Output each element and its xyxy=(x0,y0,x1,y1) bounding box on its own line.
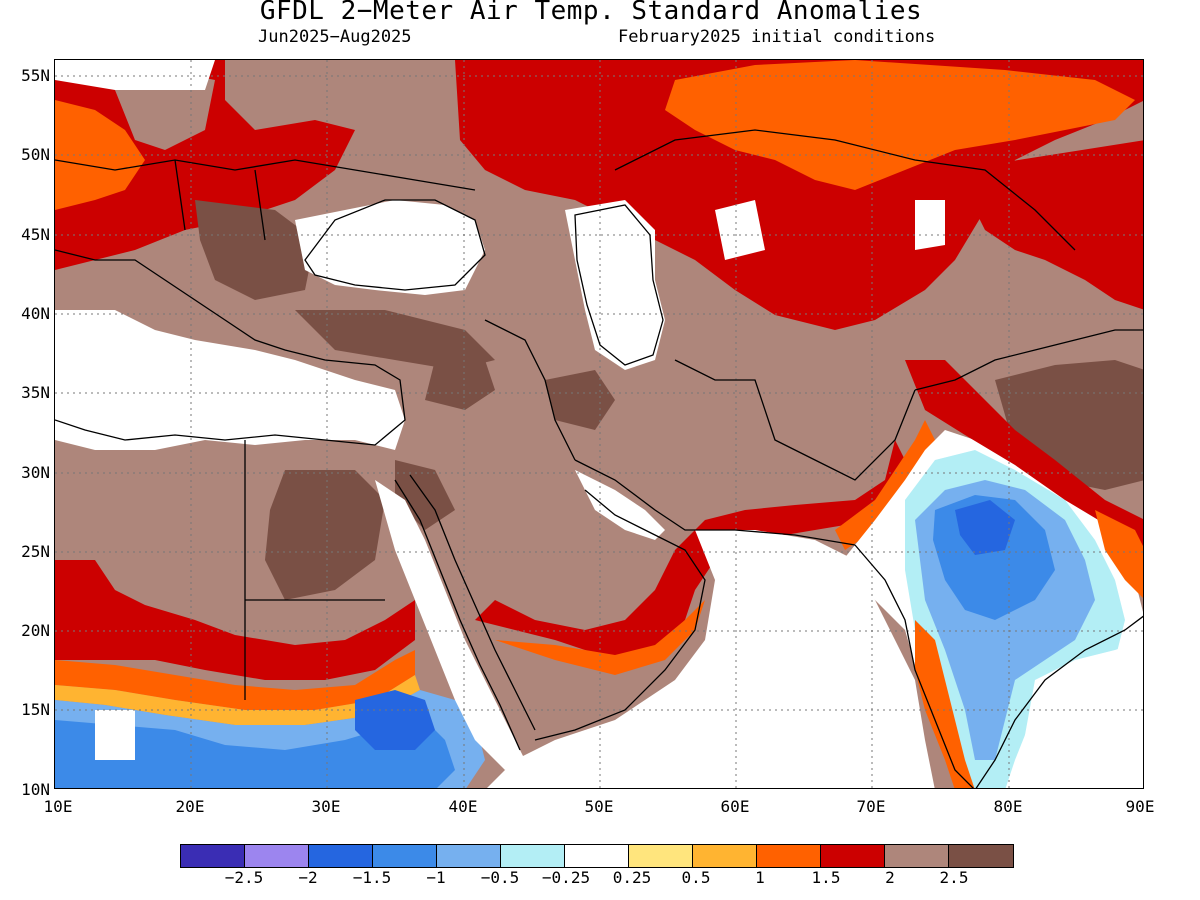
legend-swatch-10 xyxy=(757,845,821,867)
gridlines xyxy=(55,60,1143,788)
orange-anomaly-kazakhstan xyxy=(665,60,1135,190)
red-sea-mask xyxy=(375,480,525,770)
white-patch-aral xyxy=(715,200,765,260)
legend-label-11: 2 xyxy=(885,868,895,887)
orange-anomaly-arabia xyxy=(495,600,705,675)
legend-label-5: −0.5 xyxy=(480,868,520,887)
coastlines xyxy=(55,129,1143,788)
black-sea-mask xyxy=(295,200,485,295)
legend-label-12: 2.5 xyxy=(939,868,969,887)
map-canvas xyxy=(55,60,1143,788)
red-anomaly-arabia xyxy=(475,440,905,660)
arabian-sea-mask xyxy=(487,530,935,788)
lon-label-20: 20E xyxy=(175,797,205,816)
anomaly-map xyxy=(54,59,1144,789)
lat-label-20: 20N xyxy=(21,621,50,640)
orange-anomaly-india-west xyxy=(835,420,935,550)
legend-label-4: −1 xyxy=(426,868,446,887)
red-anomaly-sahel xyxy=(55,560,415,680)
border-africa-1 xyxy=(244,440,385,700)
legend-label-10: 1.5 xyxy=(811,868,841,887)
color-legend xyxy=(180,844,1014,868)
legend-swatch-6 xyxy=(501,845,565,867)
legend-swatch-7 xyxy=(565,845,629,867)
legend-swatch-1 xyxy=(181,845,245,867)
border-kazakhstan xyxy=(614,129,1076,251)
forecast-period: Jun2025−Aug2025 xyxy=(258,27,412,47)
dark-brown-balkans xyxy=(195,200,315,300)
legend-swatch-3 xyxy=(309,845,373,867)
dark-brown-iraq xyxy=(425,360,495,410)
initial-conditions: February2025 initial conditions xyxy=(618,27,936,47)
lon-label-90: 90E xyxy=(1125,797,1155,816)
lat-label-15: 15N xyxy=(21,700,50,719)
border-asia-1 xyxy=(484,319,916,481)
lon-label-70: 70E xyxy=(856,797,886,816)
border-china xyxy=(914,329,1143,391)
lon-label-60: 60E xyxy=(720,797,750,816)
lat-label-40: 40N xyxy=(21,304,50,323)
persian-gulf-mask xyxy=(575,470,665,540)
blue-core-africa xyxy=(55,720,455,788)
lat-label-30: 30N xyxy=(21,463,50,482)
mediterranean-sea-mask xyxy=(55,310,405,450)
lon-label-40: 40E xyxy=(448,797,478,816)
orange-anomaly-india-west-coast xyxy=(915,620,975,788)
dark-brown-egypt xyxy=(265,470,385,600)
lat-label-45: 45N xyxy=(21,225,50,244)
coastline-red-sea xyxy=(394,474,536,751)
red-anomaly-himalaya xyxy=(905,360,1143,558)
lat-label-50: 50N xyxy=(21,145,50,164)
coastline-arabia xyxy=(534,489,706,741)
map-title: GFDL 2−Meter Air Temp. Standard Anomalie… xyxy=(259,0,923,26)
legend-swatch-12 xyxy=(885,845,949,867)
coastline-india xyxy=(854,544,1143,788)
lon-label-50: 50E xyxy=(584,797,614,816)
legend-swatch-4 xyxy=(373,845,437,867)
legend-swatch-2 xyxy=(245,845,309,867)
legend-swatch-9 xyxy=(693,845,757,867)
legend-label-1: −2.5 xyxy=(224,868,264,887)
orange-anomaly-europe xyxy=(55,100,145,210)
coastline-caspian xyxy=(574,204,664,366)
legend-label-2: −2 xyxy=(298,868,318,887)
coastline-mediterranean xyxy=(55,249,406,446)
white-patch-africa xyxy=(95,710,135,760)
lat-label-25: 25N xyxy=(21,542,50,561)
lon-label-10: 10E xyxy=(43,797,73,816)
dark-brown-turkey xyxy=(295,310,495,370)
legend-label-9: 1 xyxy=(755,868,765,887)
legend-swatch-5 xyxy=(437,845,501,867)
lon-label-80: 80E xyxy=(993,797,1023,816)
lat-label-35: 35N xyxy=(21,383,50,402)
legend-label-6: −0.25 xyxy=(541,868,591,887)
legend-label-7: 0.25 xyxy=(612,868,652,887)
legend-swatch-8 xyxy=(629,845,693,867)
blue-core-india xyxy=(955,500,1015,555)
coastline-persian-gulf xyxy=(574,459,856,546)
lat-label-10: 10N xyxy=(21,780,50,799)
dark-brown-iran xyxy=(545,370,615,430)
orange-anomaly-east-india xyxy=(1095,510,1143,598)
legend-swatch-11 xyxy=(821,845,885,867)
yellow-anomaly-sahel xyxy=(55,675,420,725)
lon-label-30: 30E xyxy=(311,797,341,816)
legend-swatch-13 xyxy=(949,845,1013,867)
border-europe xyxy=(55,159,476,241)
lat-label-55: 55N xyxy=(21,66,50,85)
caspian-sea-mask xyxy=(565,200,665,370)
blue-mid-africa xyxy=(355,690,435,750)
white-patch-balkhash xyxy=(915,200,945,250)
legend-label-3: −1.5 xyxy=(352,868,392,887)
legend-label-8: 0.5 xyxy=(681,868,711,887)
coastline-black-sea xyxy=(304,199,486,291)
white-patch-north-europe xyxy=(55,60,215,90)
